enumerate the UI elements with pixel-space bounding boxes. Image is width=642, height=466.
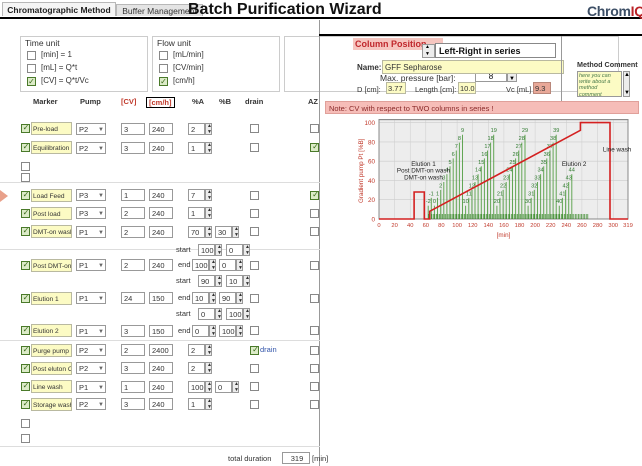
svg-text:240: 240 [561,223,571,229]
svg-text:Gradient pump Pt [%B]: Gradient pump Pt [%B] [358,138,365,203]
svg-text:5: 5 [448,160,451,166]
svg-text:39: 39 [553,128,559,134]
svg-text:80: 80 [368,139,376,146]
svg-text:260: 260 [577,223,587,229]
svg-text:DMT-on wash: DMT-on wash [404,175,443,182]
svg-text:29: 29 [522,128,528,134]
svg-text:180: 180 [515,223,525,229]
svg-text:17: 17 [484,144,490,150]
svg-text:8: 8 [458,136,461,142]
svg-text:60: 60 [423,223,429,229]
svg-text:16: 16 [481,152,487,158]
svg-text:1: 1 [436,191,439,197]
svg-text:44: 44 [569,168,575,174]
svg-text:20: 20 [391,223,397,229]
svg-text:20: 20 [368,197,376,204]
svg-text:23: 23 [503,176,509,182]
svg-text:10: 10 [462,199,468,205]
svg-text:21: 21 [497,191,503,197]
svg-text:100: 100 [452,223,462,229]
svg-text:319: 319 [623,223,633,229]
svg-text:140: 140 [483,223,493,229]
svg-text:38: 38 [550,136,556,142]
svg-text:32: 32 [531,183,537,189]
svg-text:18: 18 [487,136,493,142]
svg-text:Line wash: Line wash [603,147,632,154]
svg-text:14: 14 [475,168,481,174]
svg-text:220: 220 [546,223,556,229]
svg-text:200: 200 [530,223,540,229]
svg-text:40: 40 [368,178,376,185]
svg-text:40: 40 [556,199,562,205]
svg-text:300: 300 [608,223,618,229]
svg-text:-1: -1 [429,191,434,197]
svg-text:35: 35 [541,160,547,166]
svg-text:27: 27 [516,144,522,150]
svg-text:6: 6 [452,152,455,158]
svg-text:20: 20 [494,199,500,205]
svg-text:0: 0 [371,217,375,224]
svg-text:15: 15 [478,160,484,166]
svg-text:41: 41 [559,191,565,197]
svg-text:120: 120 [468,223,478,229]
svg-text:[min]: [min] [497,232,511,239]
svg-text:30: 30 [525,199,531,205]
svg-text:42: 42 [562,183,568,189]
svg-text:-2: -2 [426,199,431,205]
svg-text:0: 0 [433,199,436,205]
svg-text:43: 43 [566,176,572,182]
svg-text:22: 22 [500,183,506,189]
svg-text:26: 26 [512,152,518,158]
svg-text:28: 28 [519,136,525,142]
svg-text:80: 80 [438,223,444,229]
svg-text:13: 13 [472,176,478,182]
svg-text:33: 33 [534,176,540,182]
svg-text:160: 160 [499,223,509,229]
svg-text:40: 40 [407,223,413,229]
svg-text:31: 31 [528,191,534,197]
svg-text:7: 7 [455,144,458,150]
svg-text:280: 280 [593,223,603,229]
svg-text:19: 19 [491,128,497,134]
svg-text:2: 2 [439,183,442,189]
svg-text:0: 0 [377,223,380,229]
svg-text:100: 100 [364,120,375,127]
svg-text:Elution 2: Elution 2 [562,161,587,168]
svg-text:60: 60 [368,159,376,166]
svg-text:36: 36 [544,152,550,158]
svg-text:9: 9 [461,128,464,134]
svg-text:34: 34 [537,168,543,174]
